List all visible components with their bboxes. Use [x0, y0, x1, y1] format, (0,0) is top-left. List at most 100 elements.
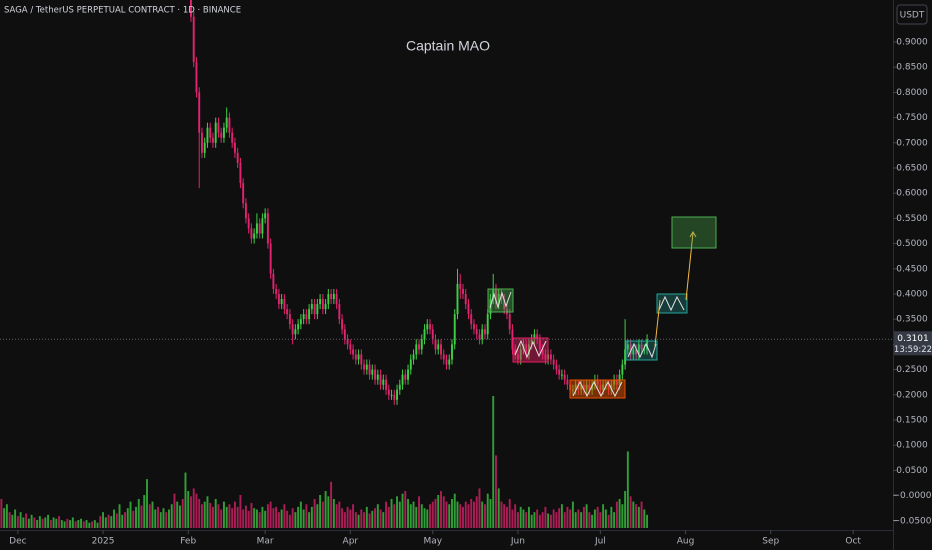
volume-bar [456, 501, 459, 528]
candle-body [470, 314, 473, 325]
volume-bar [574, 512, 577, 528]
volume-bar [173, 493, 176, 528]
candle-body [231, 132, 234, 143]
candle-body [448, 359, 451, 365]
countdown: 13:59:22 [894, 345, 932, 355]
volume-bar [530, 514, 533, 528]
volume-bar [217, 504, 220, 528]
volume-bar [588, 512, 591, 528]
volume-bar [473, 501, 475, 528]
volume-bar [38, 516, 41, 528]
volume-bar [253, 508, 256, 528]
volume-bar [555, 512, 558, 528]
volume-bar [181, 498, 184, 528]
volume-bar [132, 510, 135, 528]
volume-bar [560, 504, 563, 528]
volume-bar [96, 522, 99, 528]
volume-bar [621, 504, 624, 528]
volume-bar [165, 512, 168, 528]
volume-bar [332, 498, 335, 528]
zigzag [489, 291, 512, 309]
candle-body [291, 324, 294, 335]
volume-bar [310, 506, 313, 528]
candle-body [374, 369, 377, 380]
volume-layer [0, 396, 649, 528]
candle-body [637, 344, 640, 355]
volume-bar [93, 520, 96, 528]
volume-bar [41, 518, 44, 528]
candle-body [420, 339, 423, 350]
candle-body [437, 344, 440, 350]
x-tick-label: Aug [677, 537, 695, 547]
candle-body [299, 319, 302, 325]
volume-bar [360, 509, 363, 528]
volume-bar [632, 501, 635, 528]
candle-body [409, 359, 412, 370]
volume-bar [398, 501, 401, 528]
volume-bar [52, 517, 55, 528]
candle-body [404, 374, 407, 380]
candle-body [266, 213, 269, 244]
candle-body [473, 324, 475, 330]
volume-bar [143, 495, 146, 528]
volume-bar [637, 506, 640, 528]
candle-body [431, 329, 434, 340]
volume-bar [3, 508, 6, 528]
y-tick-label: 0.8500 [896, 63, 928, 73]
volume-bar [453, 493, 456, 528]
candle-body [533, 334, 536, 340]
candle-body [368, 364, 371, 375]
volume-bar [563, 512, 566, 528]
candle-body [294, 329, 297, 335]
volume-bar [580, 512, 583, 528]
candle-body [332, 293, 335, 300]
candle-body [302, 314, 305, 320]
volume-bar [585, 504, 588, 528]
candle-body [555, 364, 558, 370]
candle-body [365, 364, 368, 370]
volume-bar [437, 495, 440, 528]
volume-bar [0, 498, 3, 528]
volume-bar [192, 488, 195, 528]
volume-bar [258, 512, 261, 528]
candle-body [203, 142, 206, 153]
candle-body [390, 394, 393, 396]
volume-bar [390, 498, 393, 528]
volume-bar [492, 396, 495, 528]
candle-body [242, 183, 245, 204]
candle-body [536, 334, 539, 340]
volume-bar [478, 488, 481, 528]
candle-body [233, 142, 236, 153]
volume-bar [549, 514, 552, 528]
volume-bar [126, 508, 129, 528]
candle-body [385, 379, 388, 390]
volume-bar [159, 512, 162, 528]
volume-bar [596, 506, 599, 528]
volume-bar [445, 501, 448, 528]
candle-body [566, 379, 569, 385]
volume-bar [294, 512, 297, 528]
volume-bar [571, 501, 574, 528]
candle-body [313, 304, 316, 315]
volume-bar [283, 504, 286, 528]
candle-body [412, 354, 415, 360]
volume-bar [146, 479, 148, 528]
candle-body [206, 127, 209, 143]
volume-bar [635, 504, 638, 528]
y-tick-label: 0.6500 [896, 163, 928, 173]
candle-body [516, 354, 519, 360]
x-tick-label: Mar [257, 537, 274, 547]
x-tick-label: Apr [343, 537, 359, 547]
volume-bar [484, 504, 486, 528]
volume-bar [148, 504, 151, 528]
volume-bar [115, 513, 118, 528]
volume-bar [206, 496, 209, 528]
volume-bar [214, 498, 217, 528]
candle-body [558, 369, 561, 375]
x-tick-label: 2025 [92, 537, 115, 547]
candle-body [541, 349, 544, 355]
candle-body [398, 384, 401, 390]
